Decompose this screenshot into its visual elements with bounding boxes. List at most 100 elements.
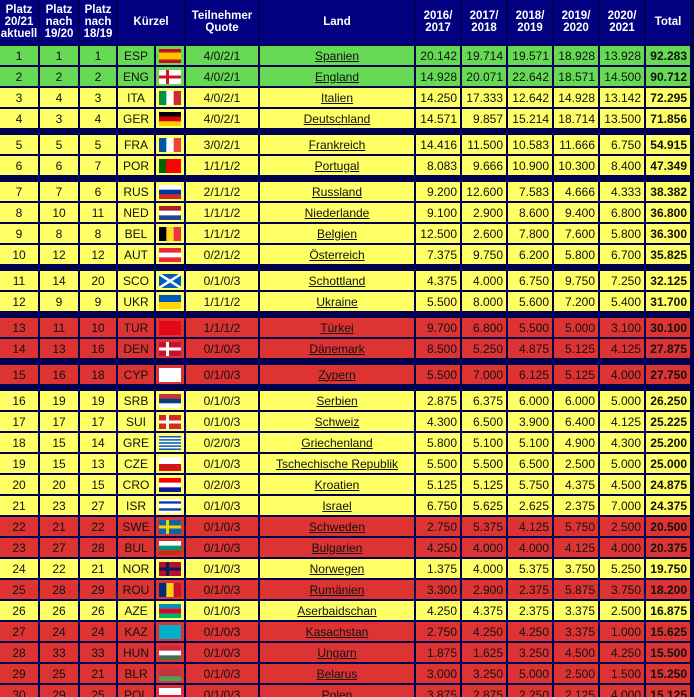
rank-current: 10 xyxy=(0,245,38,264)
country-name: Norwegen xyxy=(260,559,414,578)
total: 27.875 xyxy=(646,339,690,358)
coef-2017: 2.900 xyxy=(462,203,506,222)
total: 36.300 xyxy=(646,224,690,243)
flag-icon xyxy=(159,582,182,597)
coef-2020: 1.000 xyxy=(600,622,644,641)
flag-cell xyxy=(156,156,184,175)
coef-2016: 3.875 xyxy=(416,685,460,697)
total: 24.875 xyxy=(646,475,690,494)
coef-2019: 9.400 xyxy=(554,203,598,222)
country-code: CRO xyxy=(118,475,154,494)
country-code: SRB xyxy=(118,391,154,410)
quota: 0/1/0/3 xyxy=(186,622,258,641)
coef-2018: 4.875 xyxy=(508,339,552,358)
group-separator xyxy=(0,177,690,180)
coef-2020: 4.300 xyxy=(600,433,644,452)
flag-cell xyxy=(156,454,184,473)
total: 15.250 xyxy=(646,664,690,683)
coef-2018: 4.125 xyxy=(508,517,552,536)
flag-cell xyxy=(156,46,184,65)
coef-2019: 2.500 xyxy=(554,454,598,473)
coef-2020: 3.750 xyxy=(600,580,644,599)
flag-icon xyxy=(159,603,181,619)
flag-cell xyxy=(156,643,184,662)
coef-2016: 12.500 xyxy=(416,224,460,243)
country-row: 22 21 22 SWE 0/1/0/3 Schweden 2.750 5.375 4.125 5… xyxy=(0,517,690,536)
flag-cell xyxy=(156,135,184,154)
coef-2019: 7.200 xyxy=(554,292,598,311)
flag-cell xyxy=(156,182,184,201)
coef-2020: 4.125 xyxy=(600,412,644,431)
rank-current: 7 xyxy=(0,182,38,201)
rank-current: 25 xyxy=(0,580,38,599)
coef-2017: 2.875 xyxy=(462,685,506,697)
coef-2018: 7.800 xyxy=(508,224,552,243)
quota: 0/1/0/3 xyxy=(186,601,258,620)
total: 38.382 xyxy=(646,182,690,201)
column-header: 2018/ 2019 xyxy=(508,0,552,44)
coef-2020: 4.333 xyxy=(600,182,644,201)
coef-2018: 4.000 xyxy=(508,538,552,557)
total: 24.375 xyxy=(646,496,690,515)
rank-19-20: 8 xyxy=(40,224,78,243)
rank-18-19: 17 xyxy=(80,412,116,431)
flag-icon xyxy=(159,624,181,640)
coef-2017: 6.800 xyxy=(462,318,506,337)
total: 72.295 xyxy=(646,88,690,107)
flag-cell xyxy=(156,391,184,410)
total: 25.000 xyxy=(646,454,690,473)
flag-cell xyxy=(156,271,184,290)
separator-cell xyxy=(0,130,690,133)
rank-current: 29 xyxy=(0,664,38,683)
country-name: Israel xyxy=(260,496,414,515)
country-code: GER xyxy=(118,109,154,128)
coef-2018: 6.750 xyxy=(508,271,552,290)
country-row: 27 24 24 KAZ 0/1/0/3 Kasachstan 2.750 4.250 4.25… xyxy=(0,622,690,641)
quota: 0/1/0/3 xyxy=(186,271,258,290)
group-separator xyxy=(0,266,690,269)
coef-2018: 5.600 xyxy=(508,292,552,311)
coef-2017: 6.375 xyxy=(462,391,506,410)
coef-2017: 1.625 xyxy=(462,643,506,662)
column-header: Platz nach 19/20 xyxy=(40,0,78,44)
quota: 0/1/0/3 xyxy=(186,412,258,431)
country-name: Frankreich xyxy=(260,135,414,154)
rank-19-20: 6 xyxy=(40,156,78,175)
rank-18-19: 26 xyxy=(80,601,116,620)
country-row: 7 7 6 RUS 2/1/1/2 Russland 9.200 12.600 7.583 4.6… xyxy=(0,182,690,201)
country-row: 8 10 11 NED 1/1/1/2 Niederlande 9.100 2.900 8.60… xyxy=(0,203,690,222)
rank-18-19: 28 xyxy=(80,538,116,557)
coef-2017: 11.500 xyxy=(462,135,506,154)
coef-2017: 3.250 xyxy=(462,664,506,683)
coef-2016: 2.875 xyxy=(416,391,460,410)
total: 16.875 xyxy=(646,601,690,620)
total: 27.750 xyxy=(646,365,690,384)
coef-2018: 4.250 xyxy=(508,622,552,641)
country-row: 9 8 8 BEL 1/1/1/2 Belgien 12.500 2.600 7.800 7.60… xyxy=(0,224,690,243)
country-code: POR xyxy=(118,156,154,175)
rank-current: 15 xyxy=(0,365,38,384)
country-row: 29 25 21 BLR 0/1/0/3 Belarus 3.000 3.250 5.000 2.… xyxy=(0,664,690,683)
coef-2018: 6.500 xyxy=(508,454,552,473)
group-separator xyxy=(0,386,690,389)
country-name: Schweiz xyxy=(260,412,414,431)
coef-2019: 7.600 xyxy=(554,224,598,243)
country-name: Russland xyxy=(260,182,414,201)
rank-current: 1 xyxy=(0,46,38,65)
coef-2020: 4.000 xyxy=(600,365,644,384)
rank-current: 24 xyxy=(0,559,38,578)
quota: 3/0/2/1 xyxy=(186,135,258,154)
flag-icon xyxy=(159,205,181,221)
coef-2020: 7.000 xyxy=(600,496,644,515)
flag-icon xyxy=(159,158,182,173)
coef-2019: 18.571 xyxy=(554,67,598,86)
coef-2019: 2.375 xyxy=(554,496,598,515)
coef-2020: 3.100 xyxy=(600,318,644,337)
quota: 0/2/1/2 xyxy=(186,245,258,264)
flag-icon xyxy=(159,320,181,336)
rank-current: 8 xyxy=(0,203,38,222)
country-code: DEN xyxy=(118,339,154,358)
coef-2018: 5.100 xyxy=(508,433,552,452)
coef-2019: 6.400 xyxy=(554,412,598,431)
coef-2016: 3.300 xyxy=(416,580,460,599)
